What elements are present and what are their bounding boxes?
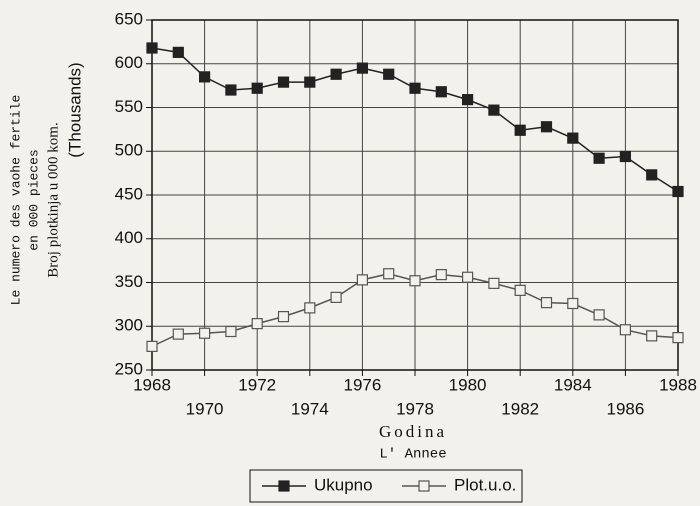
- marker: [593, 309, 605, 321]
- marker: [435, 269, 447, 281]
- marker: [251, 82, 263, 94]
- x-tick-label: 1986: [606, 399, 644, 418]
- marker: [304, 76, 316, 88]
- legend-marker: [418, 480, 430, 492]
- marker: [435, 86, 447, 98]
- legend-marker: [278, 480, 290, 492]
- x-tick-label: 1976: [343, 375, 381, 394]
- y-tick-label: 250: [115, 359, 143, 378]
- marker: [146, 42, 158, 54]
- marker: [462, 271, 474, 283]
- x-tick-label: 1978: [396, 399, 434, 418]
- marker: [488, 277, 500, 289]
- x-tick-label: 1980: [449, 375, 487, 394]
- marker: [277, 311, 290, 323]
- marker: [672, 332, 684, 344]
- marker: [356, 62, 368, 74]
- marker: [593, 152, 605, 164]
- x-tick-label: 1988: [659, 375, 697, 394]
- marker: [383, 68, 395, 80]
- x-tick-label: 1968: [133, 375, 171, 394]
- marker: [199, 327, 211, 339]
- marker: [356, 274, 368, 286]
- marker: [514, 124, 526, 136]
- x-axis-label: Godina: [379, 422, 447, 441]
- marker: [619, 150, 632, 163]
- marker: [225, 325, 237, 338]
- y-axis-label: Broj plotkinja u 000 kom.: [45, 122, 61, 277]
- marker: [567, 132, 579, 144]
- marker: [514, 284, 526, 296]
- x-tick-label: 1974: [291, 399, 329, 418]
- marker: [540, 121, 553, 133]
- y-tick-label: 650: [115, 9, 143, 28]
- y-tick-label: 300: [115, 316, 143, 335]
- x-axis-label: L' Annee: [379, 447, 446, 463]
- marker: [330, 68, 342, 80]
- x-tick-label: 1972: [238, 375, 276, 394]
- marker: [646, 169, 658, 181]
- marker: [409, 275, 421, 287]
- marker: [646, 330, 658, 342]
- marker: [540, 297, 553, 309]
- y-tick-label: 600: [115, 53, 143, 72]
- marker: [409, 82, 421, 94]
- marker: [199, 71, 211, 83]
- marker: [225, 84, 237, 96]
- y-tick-label: 550: [115, 97, 143, 116]
- y-tick-label: 400: [115, 228, 143, 247]
- y-axis-label: (Thousands): [65, 62, 84, 157]
- marker: [304, 302, 316, 314]
- marker: [462, 94, 474, 106]
- marker: [567, 297, 579, 310]
- y-tick-label: 450: [115, 184, 143, 203]
- marker: [619, 324, 632, 336]
- marker: [172, 46, 184, 58]
- x-tick-label: 1984: [554, 375, 592, 394]
- marker: [488, 104, 500, 116]
- x-tick-label: 1970: [186, 399, 224, 418]
- marker: [277, 76, 290, 88]
- legend-label: Ukupno: [314, 475, 373, 494]
- marker: [330, 291, 342, 303]
- legend-label: Plot.u.o.: [454, 475, 516, 494]
- marker: [251, 318, 263, 330]
- y-axis-label: en 000 pieces: [26, 149, 41, 250]
- x-tick-label: 1982: [501, 399, 539, 418]
- marker: [146, 340, 158, 352]
- marker: [672, 185, 684, 198]
- marker: [172, 328, 184, 340]
- y-axis-label: Le numero des vaohe fertile: [8, 95, 23, 306]
- y-tick-label: 500: [115, 141, 143, 160]
- y-tick-label: 350: [115, 272, 143, 291]
- marker: [383, 268, 395, 280]
